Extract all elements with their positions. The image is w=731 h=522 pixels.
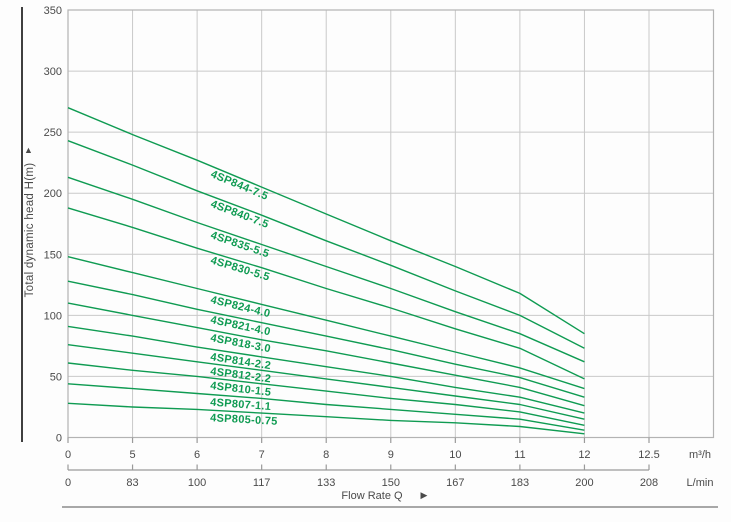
curve-4SP840-7.5 (67, 140, 585, 349)
x-tick-label-lmin: 133 (317, 477, 335, 489)
x-tick-label-lmin: 100 (188, 477, 206, 489)
y-tick-label: 0 (56, 433, 62, 445)
x-tick-label-lmin: 150 (382, 477, 400, 489)
y-tick-label: 150 (44, 249, 62, 261)
x-tick-label-m3h: 6 (194, 449, 200, 461)
x-tick-label-lmin: 183 (511, 477, 529, 489)
up-arrow-icon: ▲ (24, 145, 33, 155)
curve-label: 4SP805-0.75 (210, 412, 278, 428)
curve-4SP812-2.2 (67, 344, 585, 420)
x-tick-label-m3h: 11 (514, 449, 525, 461)
x-tick-label-m3h: 10 (449, 449, 461, 461)
curve-4SP807-1.1 (67, 383, 585, 431)
x-tick-label-m3h: 0 (65, 449, 71, 461)
y-axis-title: Total dynamic head H(m) (24, 162, 36, 298)
x-tick-label-m3h: 7 (259, 449, 265, 461)
right-arrow-icon: ▶ (421, 490, 428, 500)
curve-4SP844-7.5 (67, 107, 585, 335)
x-tick-label-lmin: 0 (65, 477, 71, 489)
y-tick-label: 200 (44, 188, 62, 200)
x-tick-label-lmin: 208 (640, 477, 658, 489)
x-tick-label-lmin: 117 (253, 477, 271, 489)
curve-label: 4SP807-1.1 (210, 397, 272, 414)
curve-4SP835-5.5 (67, 176, 585, 363)
y-axis-spine (21, 7, 23, 442)
curve-4SP810-1.5 (67, 362, 585, 426)
curve-4SP824-4.0 (67, 256, 585, 390)
curve-4SP814-2.2 (67, 325, 585, 414)
curve-4SP818-3.0 (67, 302, 585, 407)
y-tick-label: 350 (44, 5, 62, 17)
x-tick-label-m3h: 9 (388, 449, 394, 461)
y-tick-label: 100 (44, 310, 62, 322)
x-axis-unit-m3h: m³/h (689, 449, 711, 461)
x-tick-label-m3h: 5 (129, 449, 135, 461)
curve-4SP805-0.75 (67, 402, 585, 435)
x-axis-title: Flow Rate Q (341, 490, 403, 502)
curve-4SP830-5.5 (67, 207, 585, 380)
y-tick-label: 300 (44, 66, 62, 78)
y-tick-label: 250 (44, 127, 62, 139)
x-tick-label-m3h: 12.5 (638, 449, 659, 461)
y-tick-label: 50 (50, 371, 62, 383)
curve-4SP821-4.0 (67, 280, 585, 398)
x-tick-label-m3h: 8 (323, 449, 329, 461)
curve-label: 4SP844-7.5 (209, 168, 270, 203)
x-axis-unit-lmin: L/min (687, 477, 714, 489)
x-tick-label-m3h: 12 (578, 449, 590, 461)
x-tick-label-lmin: 200 (575, 477, 593, 489)
x-tick-label-lmin: 83 (126, 477, 138, 489)
x-tick-label-lmin: 167 (446, 477, 464, 489)
